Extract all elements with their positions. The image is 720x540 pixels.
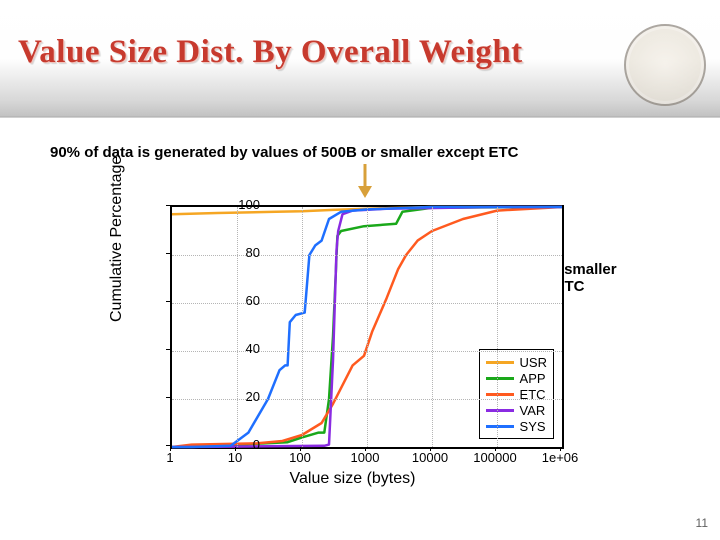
plot-area: USRAPPETCVARSYS [170,205,564,449]
slide-title: Value Size Dist. By Overall Weight [18,34,523,71]
x-axis-label: Value size (bytes) [110,470,595,488]
legend-item: USR [486,354,547,370]
y-axis-label: Cumulative Percentage [108,156,126,322]
page-number: 11 [696,516,708,530]
legend-item: APP [486,370,547,386]
university-seal-icon [624,24,706,106]
legend: USRAPPETCVARSYS [479,349,554,439]
arrow-down-icon [355,164,375,198]
cdf-chart: Cumulative Percentage Value size (bytes)… [110,195,595,480]
legend-item: VAR [486,402,547,418]
legend-item: SYS [486,418,547,434]
